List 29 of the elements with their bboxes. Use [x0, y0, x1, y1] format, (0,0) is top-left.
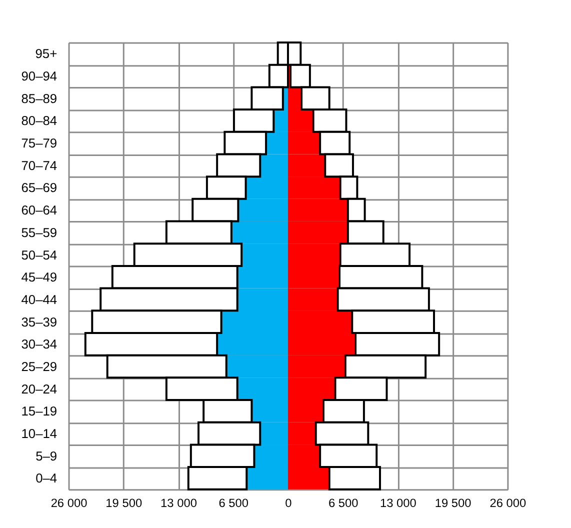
y-tick-label: 20–24 — [21, 381, 58, 396]
y-tick-label: 90–94 — [21, 68, 58, 84]
y-tick-label: 10–14 — [21, 426, 58, 442]
y-tick-label: 65–69 — [21, 180, 58, 196]
x-tick-label: 26 000 — [50, 496, 88, 510]
x-tick-label: 6 500 — [328, 496, 359, 510]
x-tick-label: 13 000 — [380, 496, 417, 510]
y-tick-label: 55–59 — [21, 224, 58, 240]
y-tick-label: 50–54 — [21, 247, 58, 262]
y-tick-label: 25–29 — [21, 358, 58, 374]
y-tick-label: 40–44 — [21, 292, 58, 307]
y-tick-label: 35–39 — [21, 314, 58, 330]
y-tick-label: 0–4 — [36, 470, 58, 486]
y-tick-label: 45–49 — [21, 270, 58, 285]
y-tick-label: 30–34 — [21, 336, 58, 352]
y-tick-label: 75–79 — [21, 136, 58, 151]
x-tick-label: 0 — [285, 496, 292, 510]
y-tick-label: 70–74 — [21, 158, 58, 173]
x-tick-label: 19 500 — [434, 496, 472, 510]
y-tick-label: 15–19 — [21, 404, 58, 419]
y-tick-label: 60–64 — [21, 202, 58, 218]
y-tick-label: 85–89 — [21, 90, 58, 106]
x-tick-label: 6 500 — [218, 496, 249, 510]
y-tick-label: 80–84 — [21, 113, 58, 128]
x-tick-label: 13 000 — [160, 496, 198, 510]
y-tick-label: 95+ — [35, 46, 58, 62]
y-tick-label: 5–9 — [36, 448, 58, 464]
x-tick-label: 19 500 — [106, 496, 142, 510]
x-tick-label: 26 000 — [490, 496, 527, 510]
